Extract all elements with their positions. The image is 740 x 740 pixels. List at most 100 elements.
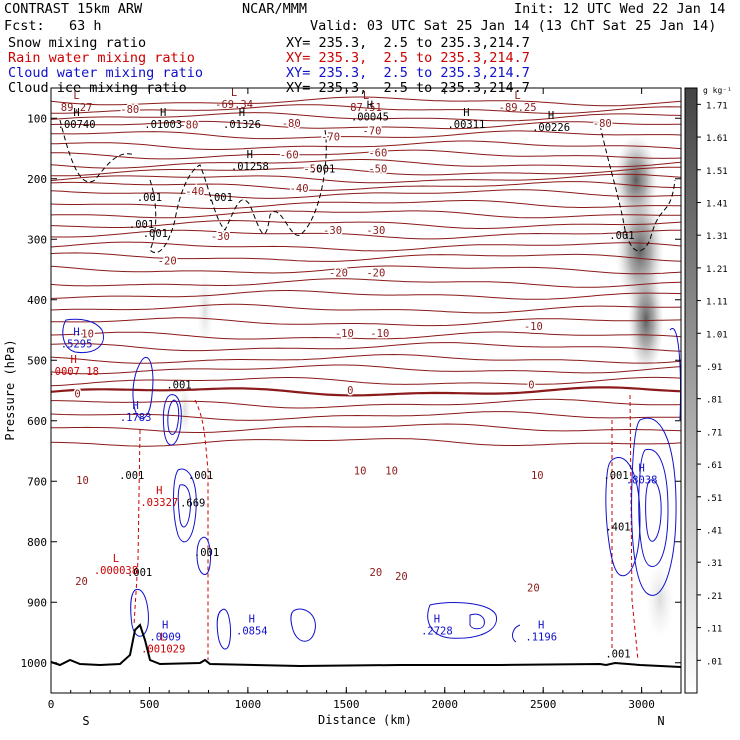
- isotherm-line: [51, 241, 681, 252]
- extremum-value: .03327: [140, 497, 178, 509]
- extremum-marker: L: [363, 90, 369, 102]
- extremum-value: .001029: [141, 644, 185, 656]
- extremum-value: .1196: [525, 632, 557, 644]
- extremum-value: .00311: [447, 119, 485, 131]
- isotherm-line: [51, 438, 681, 447]
- field-name-rain: Rain water mixing ratio: [8, 50, 195, 66]
- isotherm-line: [51, 398, 681, 409]
- extremum-value: .000038: [94, 565, 138, 577]
- cloud-water-contour: [173, 468, 197, 543]
- isotherm-line: [51, 104, 681, 114]
- isotherm-line: [51, 166, 681, 177]
- x-tick-label: 3000: [628, 698, 655, 711]
- cloud-ice-contour: [59, 119, 136, 183]
- colorbar-level-label: .01: [706, 657, 722, 667]
- org-label: NCAR/MMM: [242, 1, 308, 17]
- extremum-marker: H: [162, 620, 168, 632]
- isotherm-label: -10: [335, 328, 354, 340]
- isotherm-label: -60: [280, 150, 299, 162]
- isotherm-line: [51, 200, 681, 209]
- isotherm-label: 0: [74, 389, 80, 401]
- isotherm-line: [51, 181, 681, 191]
- isotherm-label: 0: [347, 385, 353, 397]
- extremum-value: .01258: [231, 161, 269, 173]
- isotherm-line: [51, 229, 681, 240]
- field-xy-cloud-water: XY= 235.3, 2.5 to 235.3,214.7: [286, 65, 530, 81]
- extremum-value: -89.25: [499, 102, 537, 114]
- extremum-marker: L: [514, 90, 520, 102]
- x-tick-label: 2000: [432, 698, 459, 711]
- contour-value-label: .001: [609, 230, 634, 242]
- isotherm-label: 10: [385, 465, 398, 477]
- contour-value-label: .401: [605, 522, 630, 534]
- valid-time: Valid: 03 UTC Sat 25 Jan 14 (13 ChT Sat …: [310, 18, 717, 34]
- colorbar-level-label: 1.51: [706, 167, 728, 177]
- isotherm-line: [51, 120, 681, 130]
- isotherm-line: [51, 364, 681, 375]
- cloud-water-contour: [167, 399, 180, 435]
- rain-contour: [629, 394, 639, 661]
- isotherm-label: -40: [290, 183, 309, 195]
- colorbar-level-label: 1.41: [706, 199, 728, 209]
- x-tick-label: 1500: [333, 698, 360, 711]
- contour-value-label: .001: [143, 228, 168, 240]
- isotherm-label: -80: [179, 119, 198, 131]
- colorbar-level-label: 1.71: [706, 101, 728, 111]
- cloud-ice-contour: [599, 124, 676, 252]
- y-tick-label: 600: [27, 415, 47, 428]
- colorbar-level-label: .51: [706, 494, 722, 504]
- cloud-water-contour: [512, 624, 521, 643]
- contour-value-label: .001: [208, 192, 233, 204]
- isotherm-label: -10: [524, 321, 543, 333]
- isotherm-line: [51, 140, 681, 150]
- colorbar-level-label: .81: [706, 396, 722, 406]
- contour-value-label: .001: [119, 470, 144, 482]
- extremum-value: .01003: [144, 119, 182, 131]
- colorbar-level-label: .71: [706, 428, 722, 438]
- extremum-marker: H: [434, 614, 440, 626]
- field-name-snow: Snow mixing ratio: [8, 35, 147, 51]
- extremum-marker: H: [538, 620, 544, 632]
- isotherm-label: -80: [282, 118, 301, 130]
- isotherm-label: -70: [362, 125, 381, 137]
- isotherm-line: [51, 317, 681, 327]
- y-axis-label: Pressure (hPa): [3, 339, 17, 440]
- colorbar-level-label: .61: [706, 461, 722, 471]
- isotherm-label: 20: [527, 583, 540, 595]
- contour-value-label: .001: [127, 567, 152, 579]
- x-tick-label: 0: [48, 698, 55, 711]
- extremum-marker: H: [239, 107, 245, 119]
- isotherm-line: [51, 353, 681, 364]
- field-xy-rain: XY= 235.3, 2.5 to 235.3,214.7: [286, 50, 530, 66]
- y-tick-label: 400: [27, 294, 47, 307]
- colorbar-level-label: 1.31: [706, 232, 728, 242]
- isotherm-label: -30: [323, 225, 342, 237]
- cloud-water-contour: [216, 608, 231, 650]
- extremum-marker: H: [160, 107, 166, 119]
- isotherm-label: 20: [370, 567, 383, 579]
- colorbar-level-label: .31: [706, 559, 722, 569]
- extremum-value: -69.34: [215, 99, 253, 111]
- extremum-marker: L: [113, 553, 119, 565]
- cloud-ice-contour: [149, 129, 327, 253]
- cloud-water-contour: [638, 448, 669, 567]
- extremum-value: .0854: [236, 626, 268, 638]
- isotherm-label: -50: [303, 163, 322, 175]
- contour-value-label: .001: [129, 219, 154, 231]
- isotherm-label: -20: [329, 268, 348, 280]
- cloud-water-contour: [669, 327, 681, 421]
- contour-value-label: .001: [603, 470, 628, 482]
- extremum-value: .00226: [532, 122, 570, 134]
- y-tick-label: 800: [27, 536, 47, 549]
- extremum-value: 89.27: [61, 102, 93, 114]
- y-tick-label: 200: [27, 173, 47, 186]
- snow-shading-faint: [646, 560, 674, 640]
- isotherm-label: 10: [354, 465, 367, 477]
- extremum-marker: H: [367, 99, 373, 111]
- cloud-water-contour: [427, 601, 497, 639]
- isotherm-line: [51, 278, 681, 288]
- rain-contour: [194, 399, 209, 660]
- x-tick-label: 1000: [235, 698, 262, 711]
- isotherm-line: [51, 331, 681, 340]
